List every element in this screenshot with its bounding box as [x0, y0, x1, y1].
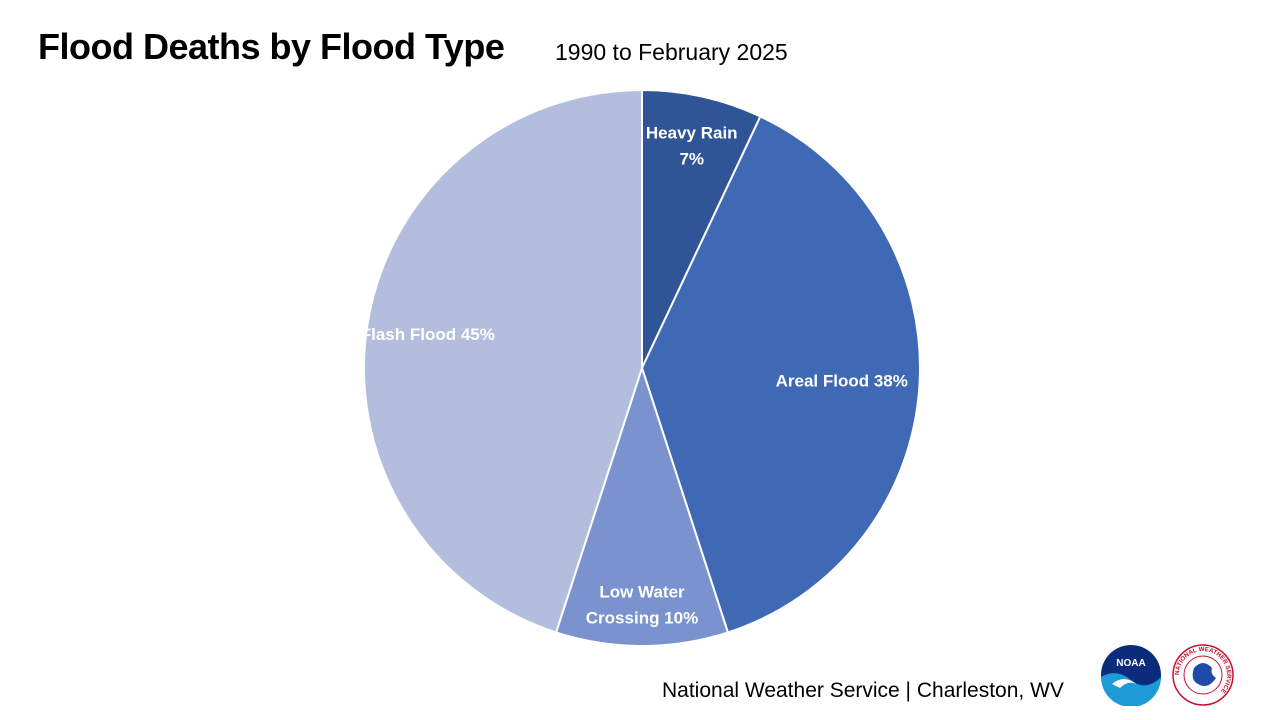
- noaa-logo-icon: NOAA: [1101, 645, 1161, 706]
- slice-label-heavy-rain: Heavy Rain 7%: [646, 124, 738, 169]
- svg-text:NOAA: NOAA: [1116, 658, 1145, 669]
- slice-label-flash-flood: Flash Flood 45%: [361, 325, 495, 344]
- pie-slice-areal-flood: [640, 115, 921, 634]
- chart-title: Flood Deaths by Flood Type: [38, 26, 505, 67]
- chart-subtitle: 1990 to February 2025: [555, 39, 788, 65]
- pie-slice-low-water-crossing: [554, 364, 730, 647]
- pie-slice-flash-flood: [363, 88, 643, 634]
- pie-labels: Heavy Rain 7% Areal Flood 38% Low Water Cros…: [361, 124, 908, 628]
- nws-logo-icon: NATIONAL WEATHER SERVICE: [1172, 644, 1234, 706]
- slice-label-low-water-crossing: Low Water Crossing 10%: [586, 582, 698, 627]
- pie-slices: [363, 88, 921, 647]
- pie-slice-heavy-rain: [641, 88, 762, 369]
- slice-label-areal-flood: Areal Flood 38%: [776, 372, 908, 391]
- footer-credit: National Weather Service | Charleston, W…: [662, 679, 1064, 702]
